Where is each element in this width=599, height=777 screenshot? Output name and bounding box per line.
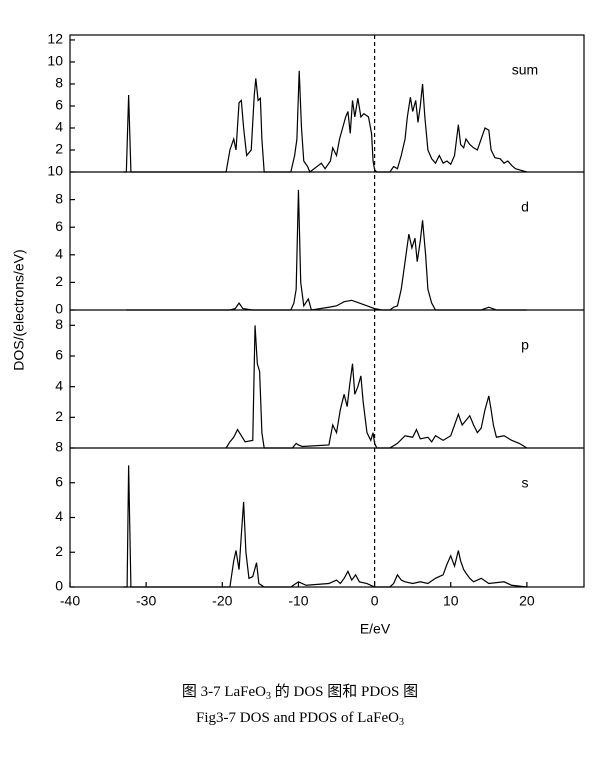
y-tick-label: 4 (55, 377, 63, 393)
y-tick-label: 10 (47, 163, 63, 179)
y-tick-label: 8 (55, 439, 63, 455)
caption-sub: 3 (399, 717, 404, 728)
y-tick-label: 2 (55, 408, 63, 424)
panel-label: p (521, 337, 529, 353)
caption-sub: 3 (266, 691, 271, 702)
y-tick-label: 4 (55, 508, 63, 524)
panel-label: sum (512, 62, 538, 78)
x-tick-label: -20 (212, 593, 232, 609)
x-tick-label: -30 (136, 593, 156, 609)
plot-frame (69, 34, 585, 588)
y-tick-label: 2 (55, 543, 63, 559)
dos-curve (126, 189, 527, 311)
y-tick-label: 2 (55, 273, 63, 289)
caption-part: Fig3-7 DOS and PDOS of LaFeO (196, 710, 399, 726)
y-tick-label: 0 (55, 301, 63, 317)
y-tick-label: 8 (55, 75, 63, 91)
panel-label: s (522, 475, 529, 491)
x-axis-label: E/eV (360, 621, 391, 637)
y-tick-label: 4 (55, 246, 63, 262)
x-tick-label: -10 (288, 593, 308, 609)
dos-curve (123, 465, 527, 588)
x-tick-label: 20 (519, 593, 535, 609)
caption-part: 的 DOS 图和 PDOS 图 (271, 683, 418, 700)
caption-en: Fig3-7 DOS and PDOS of LaFeO3 (196, 710, 404, 728)
dos-curve (123, 70, 528, 173)
panel-label: d (521, 199, 529, 215)
y-tick-label: 8 (55, 316, 63, 332)
y-tick-label: 6 (55, 347, 63, 363)
y-tick-label: 12 (47, 31, 63, 47)
caption-part: 图 3-7 LaFeO (182, 683, 266, 700)
x-tick-label: -40 (60, 593, 80, 609)
y-tick-label: 0 (55, 578, 63, 594)
x-tick-label: 10 (443, 593, 459, 609)
y-tick-label: 4 (55, 119, 63, 135)
y-tick-label: 6 (55, 218, 63, 234)
y-tick-label: 2 (55, 141, 63, 157)
y-tick-label: 8 (55, 190, 63, 206)
y-tick-label: 10 (47, 53, 63, 69)
y-tick-label: 6 (55, 97, 63, 113)
y-tick-label: 6 (55, 473, 63, 489)
y-axis-label: DOS/(electrons/eV) (11, 249, 27, 370)
dos-curve (225, 325, 528, 449)
caption-cn: 图 3-7 LaFeO3 的 DOS 图和 PDOS 图 (182, 683, 418, 702)
x-tick-label: 0 (371, 593, 379, 609)
